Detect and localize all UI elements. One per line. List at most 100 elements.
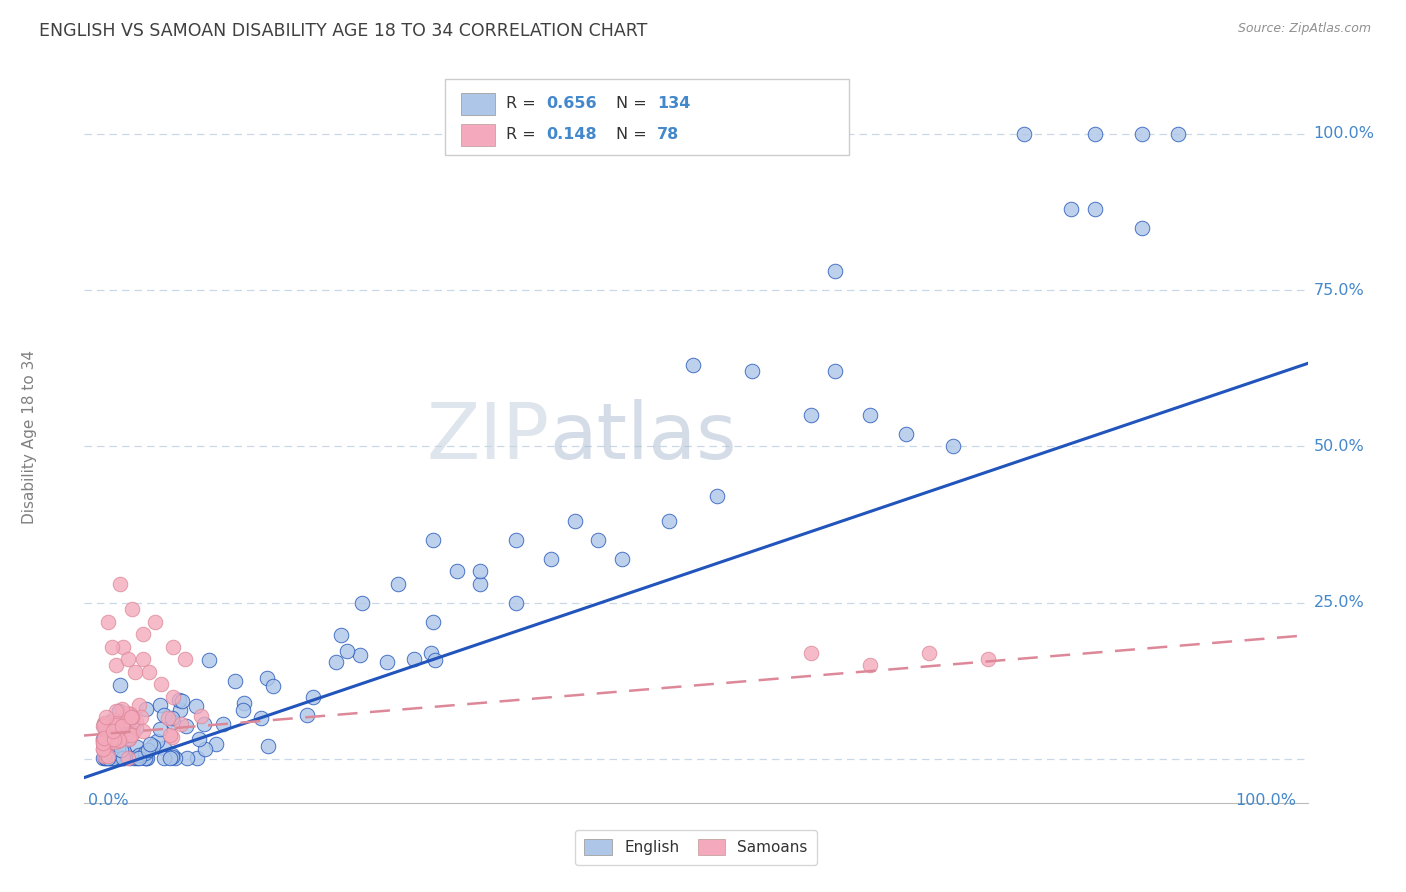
Point bbox=[184, 698, 207, 713]
Point bbox=[335, 644, 357, 658]
Point bbox=[101, 723, 124, 738]
Point bbox=[94, 726, 117, 740]
Point bbox=[129, 709, 152, 723]
Point bbox=[170, 694, 193, 708]
Point bbox=[193, 717, 215, 731]
Point bbox=[977, 652, 1000, 666]
Point bbox=[114, 729, 136, 743]
Point bbox=[1130, 220, 1153, 235]
Point bbox=[162, 640, 184, 654]
Point bbox=[132, 652, 155, 666]
Point bbox=[100, 640, 122, 654]
Point bbox=[295, 707, 318, 722]
Text: 25.0%: 25.0% bbox=[1313, 595, 1364, 610]
Point bbox=[96, 729, 118, 743]
Point bbox=[204, 737, 226, 751]
Point bbox=[162, 715, 184, 730]
FancyBboxPatch shape bbox=[461, 124, 495, 146]
Point bbox=[93, 731, 115, 745]
FancyBboxPatch shape bbox=[461, 94, 495, 115]
Point bbox=[107, 738, 129, 752]
Point bbox=[942, 440, 965, 454]
Point bbox=[100, 734, 122, 748]
Point bbox=[160, 750, 183, 764]
Point bbox=[107, 718, 129, 732]
Point bbox=[103, 751, 125, 765]
Point bbox=[100, 751, 122, 765]
Point bbox=[103, 731, 125, 746]
Point bbox=[94, 751, 117, 765]
Point bbox=[1012, 127, 1035, 141]
Point bbox=[325, 655, 347, 669]
Text: 75.0%: 75.0% bbox=[1313, 283, 1364, 298]
Point bbox=[159, 751, 181, 765]
Point bbox=[1084, 127, 1107, 141]
Point bbox=[135, 751, 157, 765]
Point bbox=[150, 677, 173, 691]
Point bbox=[256, 739, 278, 753]
Point bbox=[94, 731, 117, 746]
Point bbox=[100, 714, 122, 729]
Point bbox=[93, 715, 115, 730]
Text: 50.0%: 50.0% bbox=[1313, 439, 1364, 454]
Point bbox=[110, 743, 132, 757]
Point bbox=[91, 742, 114, 756]
Text: Disability Age 18 to 34: Disability Age 18 to 34 bbox=[22, 350, 37, 524]
Point bbox=[349, 648, 371, 662]
Point bbox=[111, 723, 134, 738]
Point bbox=[387, 577, 409, 591]
Point bbox=[93, 738, 115, 752]
Point bbox=[540, 552, 562, 566]
Point bbox=[188, 732, 211, 747]
Point bbox=[422, 533, 444, 548]
Point bbox=[859, 658, 882, 673]
Point bbox=[98, 738, 121, 752]
Point bbox=[105, 731, 128, 746]
Point bbox=[108, 704, 131, 718]
Point bbox=[256, 671, 278, 685]
Point bbox=[91, 732, 114, 747]
Point bbox=[800, 646, 823, 660]
Point bbox=[134, 751, 156, 765]
Text: R =: R = bbox=[506, 96, 541, 111]
Point bbox=[224, 673, 246, 688]
Point bbox=[117, 751, 139, 765]
Point bbox=[505, 596, 527, 610]
Point bbox=[91, 734, 114, 748]
Point bbox=[190, 708, 212, 723]
Point bbox=[470, 577, 492, 591]
Point bbox=[232, 703, 254, 717]
Point bbox=[132, 627, 155, 641]
Point bbox=[422, 615, 444, 629]
Text: 100.0%: 100.0% bbox=[1234, 793, 1296, 808]
Text: atlas: atlas bbox=[550, 399, 737, 475]
Point bbox=[100, 717, 122, 731]
Point bbox=[136, 742, 159, 756]
Point bbox=[128, 748, 150, 763]
Point bbox=[128, 698, 150, 712]
Point bbox=[194, 741, 217, 756]
Point bbox=[859, 408, 882, 422]
Point bbox=[107, 720, 129, 734]
Point bbox=[94, 732, 117, 747]
Point bbox=[233, 696, 256, 710]
Point bbox=[94, 746, 117, 760]
Point bbox=[103, 735, 125, 749]
Point bbox=[170, 716, 193, 731]
Point bbox=[100, 735, 122, 749]
Point bbox=[167, 693, 190, 707]
Point bbox=[352, 596, 374, 610]
Point bbox=[108, 577, 131, 591]
Point bbox=[117, 652, 139, 666]
Point bbox=[94, 723, 117, 738]
Point bbox=[741, 364, 763, 378]
Point bbox=[375, 655, 398, 669]
Point bbox=[93, 717, 115, 731]
Point bbox=[112, 745, 135, 759]
Point bbox=[108, 751, 131, 765]
Point bbox=[112, 751, 135, 765]
Point bbox=[159, 728, 181, 742]
Legend: English, Samoans: English, Samoans bbox=[575, 830, 817, 864]
Point bbox=[111, 701, 134, 715]
Point bbox=[112, 714, 135, 728]
